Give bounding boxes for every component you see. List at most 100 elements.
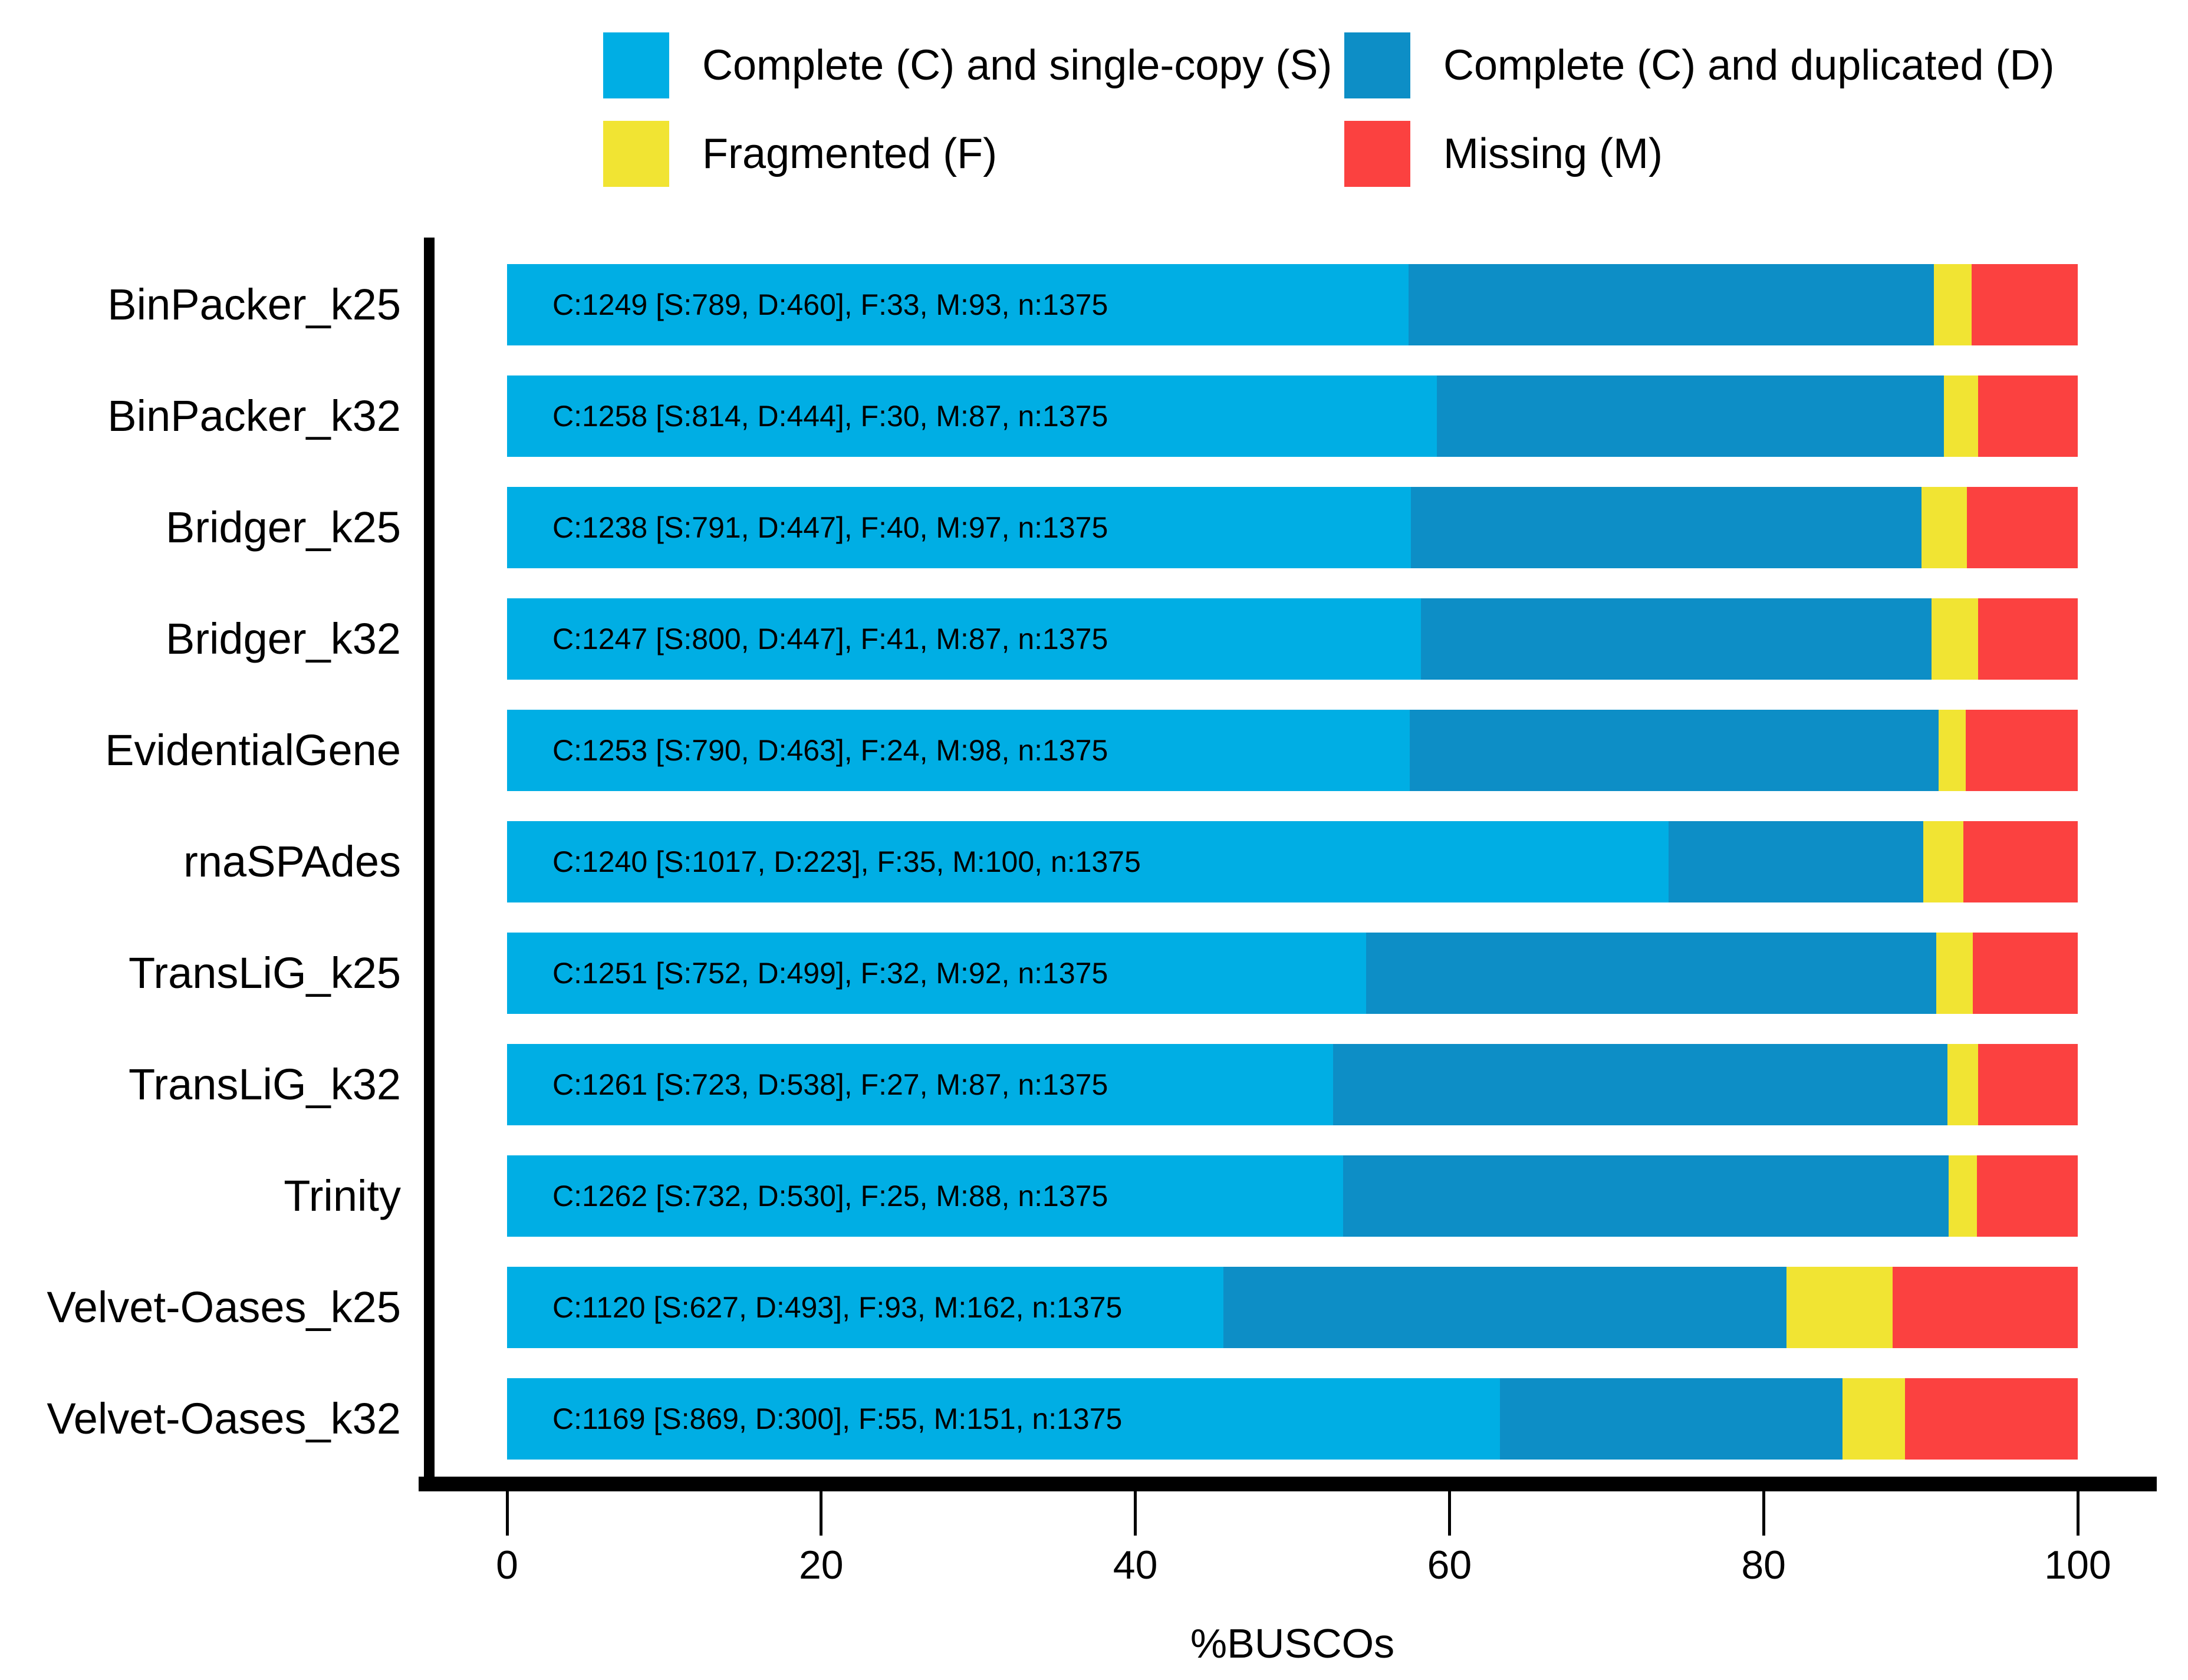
- legend-item-fragmented: Fragmented (F): [603, 121, 997, 187]
- bar-row-rnaSPAdes: C:1240 [S:1017, D:223], F:35, M:100, n:1…: [507, 821, 2078, 902]
- bar-row-Bridger_k32: C:1247 [S:800, D:447], F:41, M:87, n:137…: [507, 598, 2078, 680]
- category-label-EvidentialGene: EvidentialGene: [105, 726, 401, 775]
- bar-annotation: C:1240 [S:1017, D:223], F:35, M:100, n:1…: [552, 845, 1141, 878]
- category-label-BinPacker_k25: BinPacker_k25: [107, 280, 401, 329]
- x-tick-label-80: 80: [1741, 1543, 1786, 1587]
- category-label-Velvet-Oases_k32: Velvet-Oases_k32: [47, 1394, 401, 1443]
- category-label-Trinity: Trinity: [284, 1171, 401, 1220]
- bar-segment-d: [1332, 1044, 1948, 1125]
- bar-segment-f: [1949, 1155, 1978, 1237]
- legend-label-fragmented: Fragmented (F): [702, 130, 998, 177]
- bar-annotation: C:1258 [S:814, D:444], F:30, M:87, n:137…: [552, 400, 1108, 433]
- bar-segment-d: [1499, 1378, 1842, 1460]
- bar-segment-d: [1343, 1155, 1949, 1237]
- bar-row-Trinity: C:1262 [S:732, D:530], F:25, M:88, n:137…: [507, 1155, 2078, 1237]
- bar-segment-m: [1905, 1378, 2078, 1460]
- category-label-Velvet-Oases_k25: Velvet-Oases_k25: [47, 1283, 401, 1332]
- x-tick-mark-100: [2076, 1491, 2080, 1536]
- bar-row-Bridger_k25: C:1238 [S:791, D:447], F:40, M:97, n:137…: [507, 487, 2078, 568]
- x-tick-label-60: 60: [1427, 1543, 1472, 1587]
- bar-segment-f: [1921, 487, 1967, 568]
- bar-annotation: C:1262 [S:732, D:530], F:25, M:88, n:137…: [552, 1180, 1108, 1213]
- bar-segment-f: [1936, 933, 1973, 1014]
- bar-segment-s: [507, 1378, 1500, 1460]
- bar-segment-m: [1978, 598, 2078, 680]
- bar-segment-d: [1437, 375, 1944, 457]
- x-tick-label-20: 20: [798, 1543, 844, 1587]
- category-label-TransLiG_k25: TransLiG_k25: [128, 948, 401, 997]
- legend-swatch-single-copy-icon: [603, 32, 669, 98]
- bar-segment-m: [1966, 710, 2078, 791]
- bar-segment-f: [1786, 1267, 1893, 1348]
- x-tick-label-100: 100: [2044, 1543, 2111, 1587]
- bar-annotation: C:1251 [S:752, D:499], F:32, M:92, n:137…: [552, 957, 1108, 990]
- x-tick-mark-40: [1134, 1491, 1137, 1536]
- bar-annotation: C:1249 [S:789, D:460], F:33, M:93, n:137…: [552, 288, 1108, 321]
- bar-segment-s: [507, 710, 1410, 791]
- x-tick-label-40: 40: [1113, 1543, 1158, 1587]
- bar-segment-f: [1947, 1044, 1979, 1125]
- bar-segment-d: [1409, 710, 1939, 791]
- bar-segment-s: [507, 821, 1669, 902]
- legend-swatch-duplicated-icon: [1344, 32, 1410, 98]
- bar-annotation: C:1238 [S:791, D:447], F:40, M:97, n:137…: [552, 511, 1108, 544]
- bar-annotation: C:1261 [S:723, D:538], F:27, M:87, n:137…: [552, 1068, 1108, 1101]
- category-label-rnaSPAdes: rnaSPAdes: [183, 837, 401, 886]
- bar-segment-d: [1408, 264, 1934, 345]
- legend-item-complete-duplicated: Complete (C) and duplicated (D): [1344, 32, 2054, 98]
- category-label-BinPacker_k32: BinPacker_k32: [107, 391, 401, 440]
- bar-segment-d: [1223, 1267, 1786, 1348]
- bar-segment-f: [1923, 821, 1964, 902]
- x-tick-label-0: 0: [496, 1543, 518, 1587]
- bar-annotation: C:1253 [S:790, D:463], F:24, M:98, n:137…: [552, 734, 1108, 767]
- bar-segment-m: [1978, 375, 2078, 457]
- bar-segment-f: [1933, 264, 1972, 345]
- bar-segment-s: [507, 487, 1411, 568]
- bar-segment-s: [507, 264, 1409, 345]
- category-label-Bridger_k32: Bridger_k32: [165, 614, 401, 663]
- legend-item-missing: Missing (M): [1344, 121, 1663, 187]
- bar-segment-m: [1977, 1155, 2078, 1237]
- bar-segment-d: [1669, 821, 1924, 902]
- bar-row-TransLiG_k25: C:1251 [S:752, D:499], F:32, M:92, n:137…: [507, 933, 2078, 1014]
- bar-segment-s: [507, 933, 1366, 1014]
- legend-label-duplicated: Complete (C) and duplicated (D): [1443, 42, 2055, 89]
- bar-segment-m: [1978, 1044, 2078, 1125]
- bar-segment-d: [1420, 598, 1932, 680]
- bar-segment-m: [1971, 264, 2078, 345]
- x-tick-mark-80: [1762, 1491, 1765, 1536]
- bar-segment-f: [1944, 375, 1979, 457]
- bar-row-TransLiG_k32: C:1261 [S:723, D:538], F:27, M:87, n:137…: [507, 1044, 2078, 1125]
- bar-segment-f: [1842, 1378, 1906, 1460]
- x-tick-mark-0: [505, 1491, 509, 1536]
- bar-row-Velvet-Oases_k25: C:1120 [S:627, D:493], F:93, M:162, n:13…: [507, 1267, 2078, 1348]
- bar-segment-s: [507, 598, 1421, 680]
- bar-segment-m: [1967, 487, 2078, 568]
- y-axis-line: [424, 238, 435, 1491]
- legend-swatch-fragmented-icon: [603, 121, 669, 187]
- bar-annotation: C:1169 [S:869, D:300], F:55, M:151, n:13…: [552, 1402, 1123, 1435]
- bar-segment-f: [1938, 710, 1966, 791]
- bar-row-Velvet-Oases_k32: C:1169 [S:869, D:300], F:55, M:151, n:13…: [507, 1378, 2078, 1460]
- x-axis-line: [419, 1477, 2157, 1491]
- bar-annotation: C:1120 [S:627, D:493], F:93, M:162, n:13…: [552, 1291, 1123, 1324]
- bar-segment-m: [1963, 821, 2078, 902]
- x-tick-mark-60: [1447, 1491, 1451, 1536]
- bar-row-EvidentialGene: C:1253 [S:790, D:463], F:24, M:98, n:137…: [507, 710, 2078, 791]
- bar-segment-m: [1893, 1267, 2078, 1348]
- legend-item-complete-single-copy: Complete (C) and single-copy (S): [603, 32, 1332, 98]
- bar-segment-s: [507, 1155, 1344, 1237]
- bar-segment-d: [1410, 487, 1922, 568]
- legend-label-single-copy: Complete (C) and single-copy (S): [702, 42, 1332, 89]
- x-axis-title: %BUSCOs: [1190, 1620, 1395, 1666]
- category-label-Bridger_k25: Bridger_k25: [165, 503, 401, 552]
- bar-segment-m: [1972, 933, 2078, 1014]
- bar-segment-s: [507, 1267, 1223, 1348]
- bar-segment-s: [507, 1044, 1333, 1125]
- category-label-TransLiG_k32: TransLiG_k32: [128, 1060, 401, 1109]
- bar-annotation: C:1247 [S:800, D:447], F:41, M:87, n:137…: [552, 622, 1108, 655]
- legend-label-missing: Missing (M): [1443, 130, 1663, 177]
- bar-segment-f: [1931, 598, 1979, 680]
- bar-segment-s: [507, 375, 1437, 457]
